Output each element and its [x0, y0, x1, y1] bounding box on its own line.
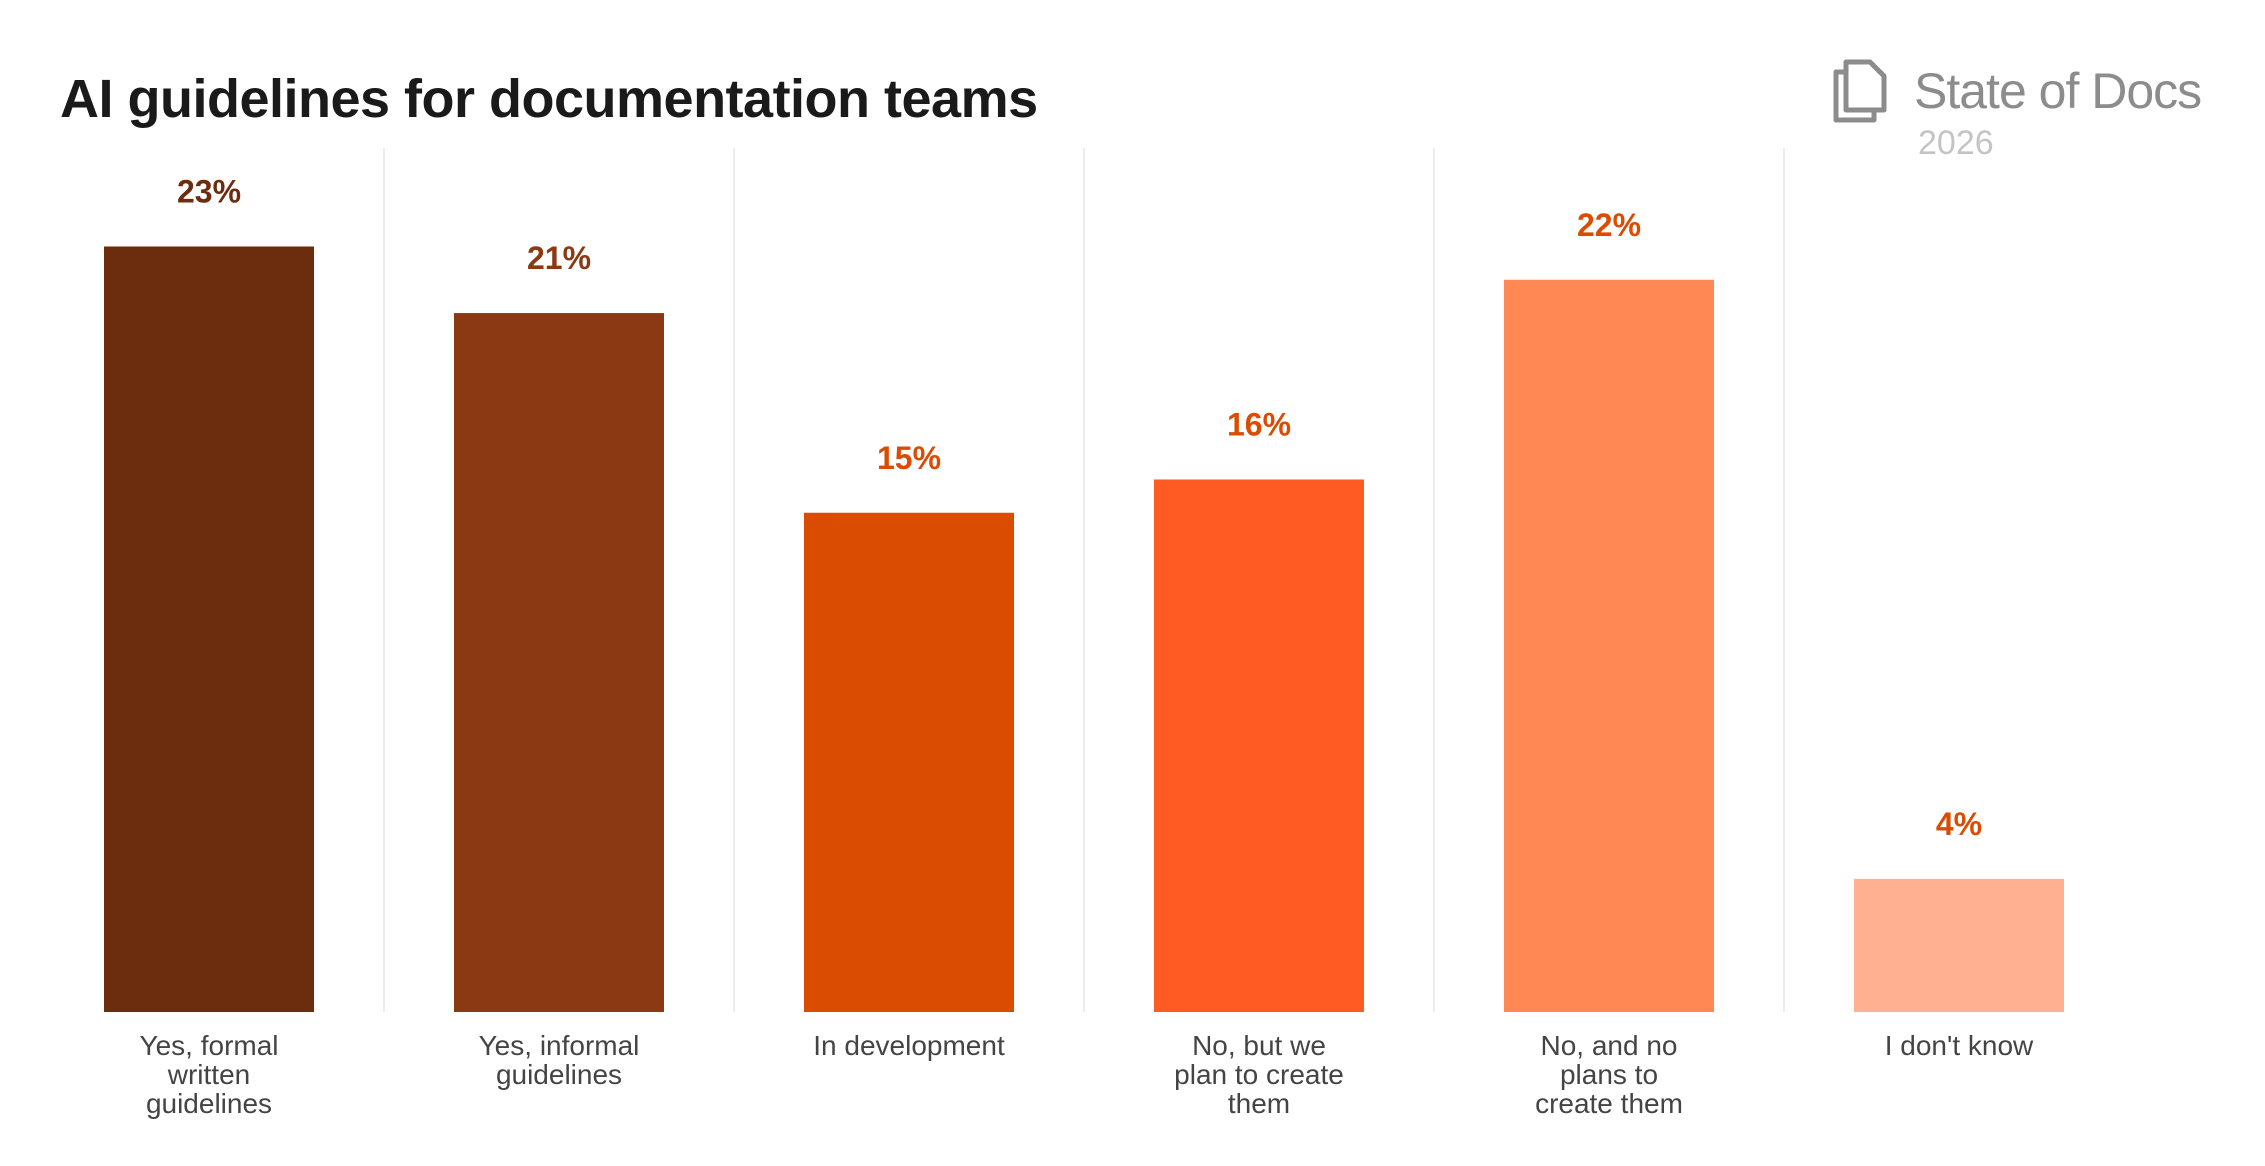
- bar-3: [1154, 479, 1364, 1013]
- category-label-1-line-0: Yes, informal: [479, 1030, 640, 1061]
- brand-year: 2026: [1918, 124, 1994, 162]
- value-label-5: 4%: [1936, 806, 1982, 842]
- bar-2: [804, 512, 1014, 1012]
- value-label-3: 16%: [1227, 406, 1291, 442]
- category-label-0: Yes, formal written guidelines: [139, 1030, 278, 1119]
- category-label-4-line-0: No, and no: [1541, 1030, 1678, 1061]
- category-label-5: I don't know: [1885, 1030, 2034, 1061]
- category-label-0-line-2: guidelines: [146, 1088, 272, 1119]
- category-label-2: In development: [813, 1030, 1005, 1061]
- category-label-3: No, but we plan to create them: [1174, 1030, 1344, 1119]
- chart-title: AI guidelines for documentation teams: [60, 69, 1038, 129]
- brand-logo: State of Docs 2026: [1830, 58, 2250, 168]
- column-dividers: [383, 148, 1785, 1012]
- category-label-5-line-0: I don't know: [1885, 1030, 2034, 1061]
- bar-5: [1854, 878, 2064, 1012]
- category-label-0-line-0: Yes, formal: [139, 1030, 278, 1061]
- category-label-3-line-2: them: [1228, 1088, 1290, 1119]
- bars-group: [104, 246, 2064, 1013]
- bar-0: [104, 246, 314, 1012]
- value-label-4: 22%: [1577, 207, 1641, 243]
- category-label-3-line-1: plan to create: [1174, 1059, 1344, 1090]
- category-label-4: No, and no plans to create them: [1535, 1030, 1683, 1119]
- category-label-3-line-0: No, but we: [1192, 1030, 1326, 1061]
- brand-name: State of Docs: [1914, 63, 2202, 119]
- document-stack-icon: [1833, 59, 1887, 123]
- value-label-2: 15%: [877, 440, 941, 476]
- category-label-1: Yes, informal guidelines: [479, 1030, 640, 1090]
- bar-4: [1504, 279, 1714, 1013]
- value-label-0: 23%: [177, 173, 241, 209]
- value-labels-group: 23% 21% 15% 16% 22% 4%: [177, 173, 1982, 841]
- category-label-2-line-0: In development: [813, 1030, 1005, 1061]
- category-label-0-line-1: written: [167, 1059, 250, 1090]
- category-label-4-line-1: plans to: [1560, 1059, 1658, 1090]
- category-label-1-line-1: guidelines: [496, 1059, 622, 1090]
- category-label-4-line-2: create them: [1535, 1088, 1683, 1119]
- value-label-1: 21%: [527, 240, 591, 276]
- bar-1: [454, 313, 664, 1012]
